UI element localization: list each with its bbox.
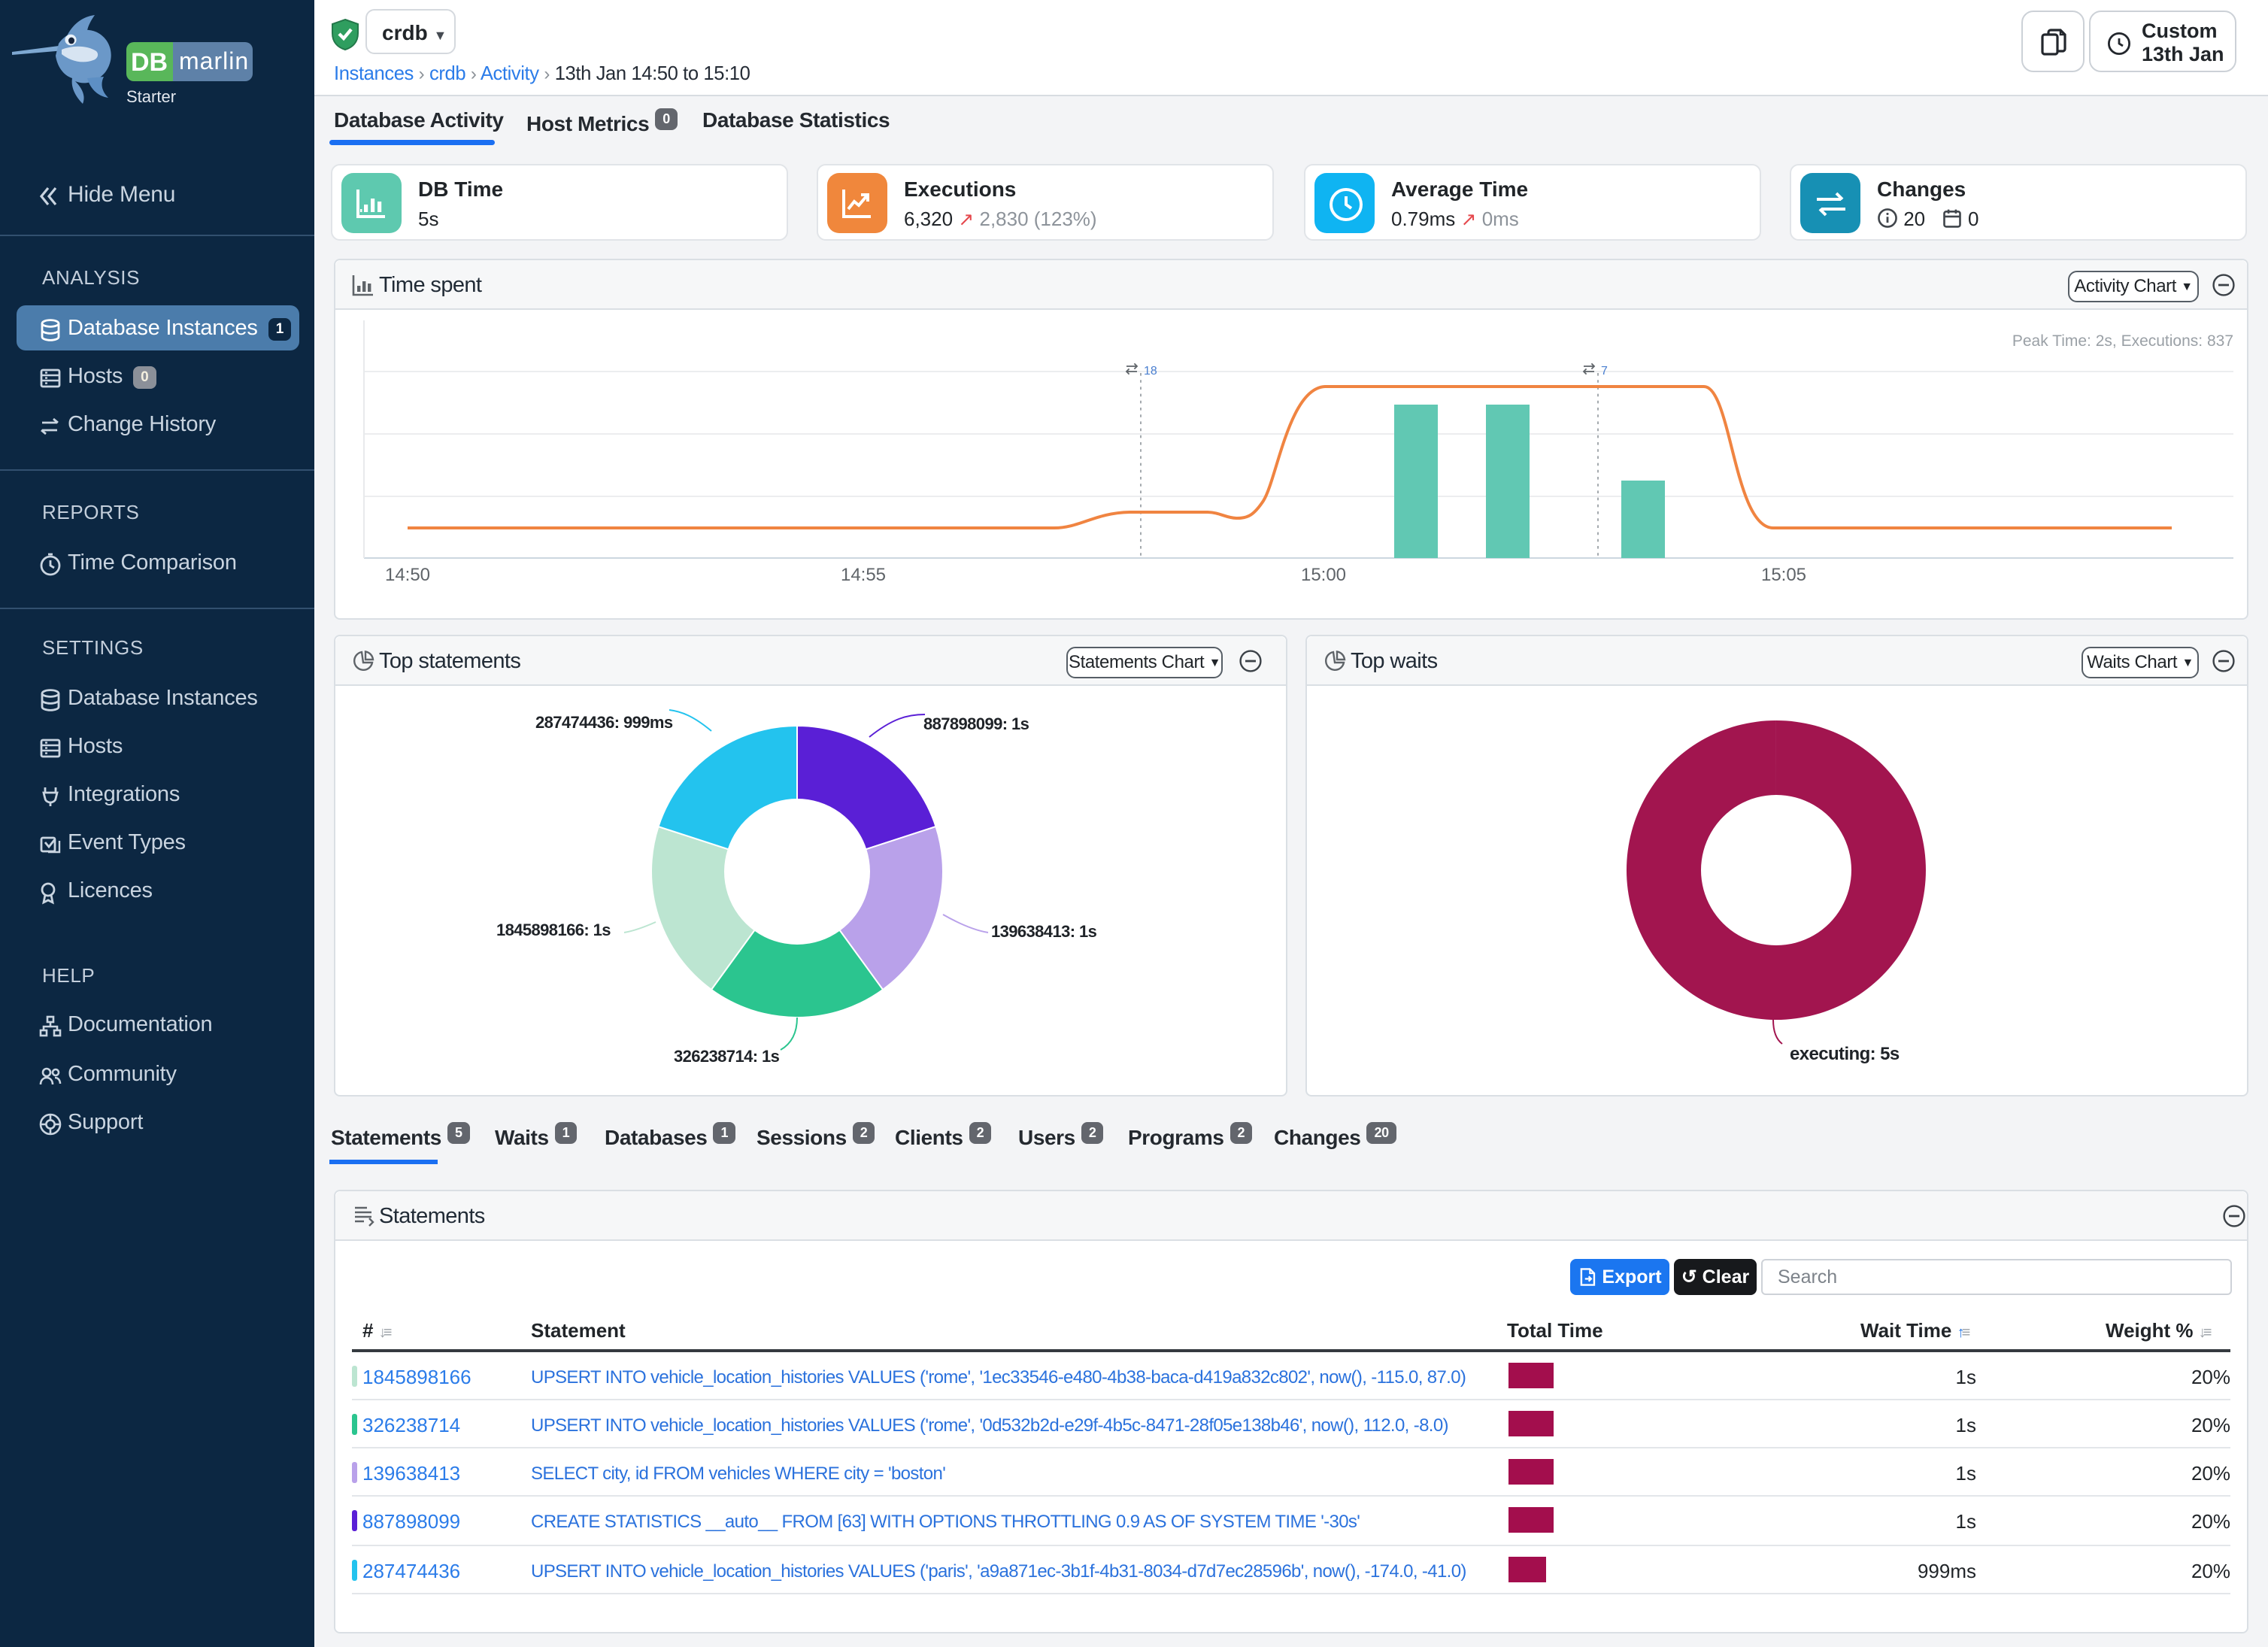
svg-text:14:50: 14:50 — [385, 565, 430, 585]
svg-text:15:00: 15:00 — [1301, 565, 1346, 585]
svg-text:15:05: 15:05 — [1761, 565, 1806, 585]
svg-text:Starter: Starter — [126, 87, 176, 106]
svg-text:Peak Time: 2s, Executions: 837: Peak Time: 2s, Executions: 837 — [2012, 332, 2233, 350]
svg-text:18: 18 — [1144, 365, 1157, 378]
svg-text:DB: DB — [131, 48, 168, 77]
svg-text:7: 7 — [1601, 365, 1608, 378]
svg-text:marlin: marlin — [179, 47, 249, 74]
svg-text:14:55: 14:55 — [841, 565, 886, 585]
